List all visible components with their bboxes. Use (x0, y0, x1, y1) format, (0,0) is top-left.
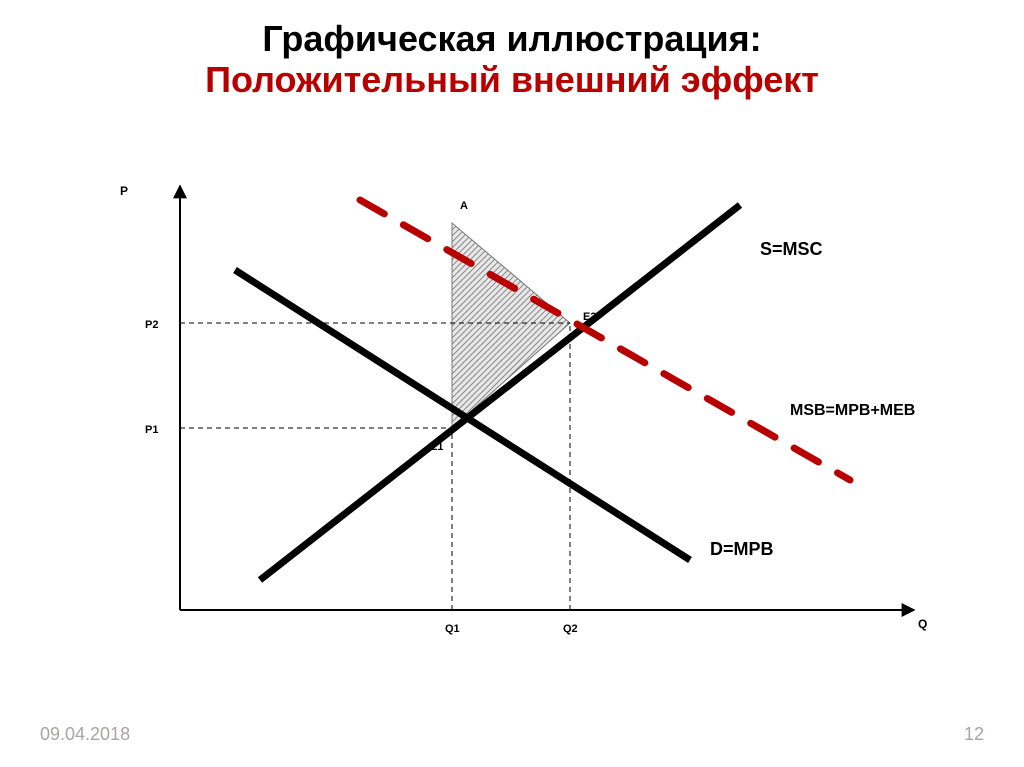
label-p2: P2 (145, 319, 158, 331)
slide: Графическая иллюстрация: Положительный в… (0, 0, 1024, 767)
label-q1: Q1 (445, 623, 460, 635)
axis-label-q: Q (918, 617, 927, 631)
dwl-triangle (452, 223, 570, 428)
supply-label: S=MSC (760, 239, 823, 259)
label-e1: E1 (430, 441, 443, 453)
title-line2: Положительный внешний эффект (0, 59, 1024, 100)
externalities-chart: P Q S=MSC D=MPB MSB=MPB+MEB P1 P2 Q1 Q2 … (90, 160, 950, 670)
slide-title: Графическая иллюстрация: Положительный в… (0, 18, 1024, 101)
label-p1: P1 (145, 424, 158, 436)
footer-page: 12 (964, 724, 984, 745)
title-line1: Графическая иллюстрация: (0, 18, 1024, 59)
demand-label: D=MPB (710, 539, 774, 559)
footer-date: 09.04.2018 (40, 724, 130, 745)
msb-label: MSB=MPB+MEB (790, 402, 915, 419)
label-a: A (460, 200, 468, 212)
supply-curve (260, 205, 740, 580)
label-e2: E2 (583, 311, 596, 323)
label-q2: Q2 (563, 623, 578, 635)
axis-label-p: P (120, 184, 128, 198)
